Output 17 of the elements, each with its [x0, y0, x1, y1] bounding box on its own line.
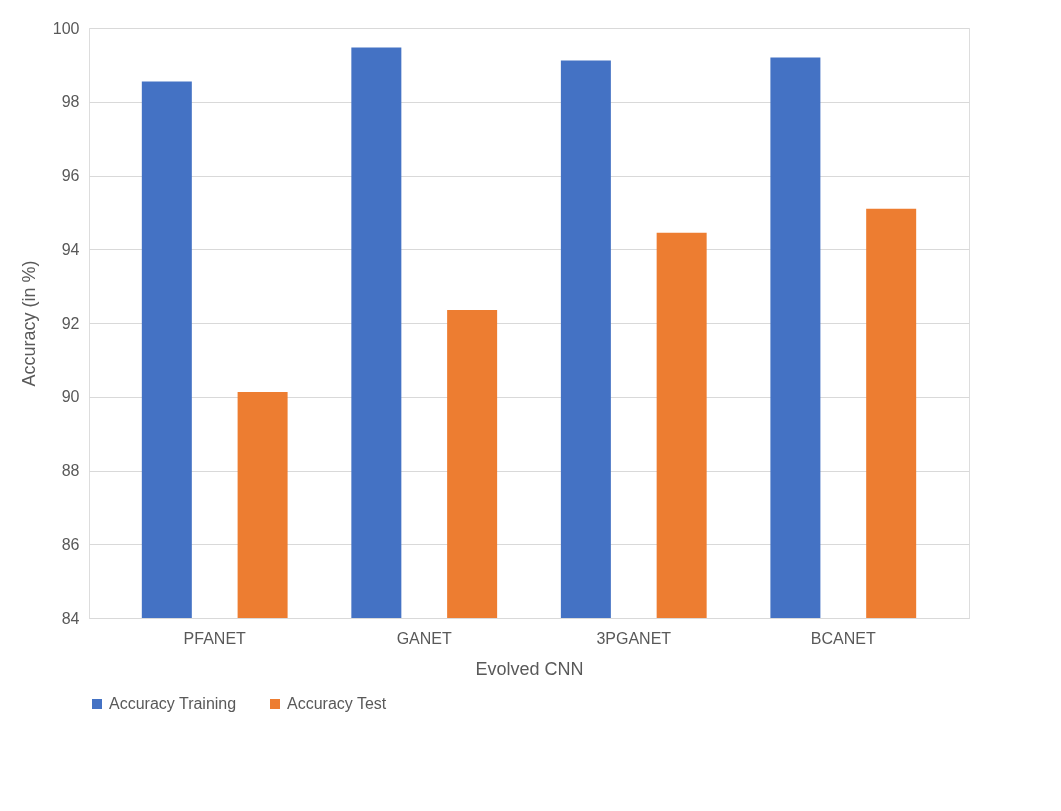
x-tick-label: 3PGANET [596, 629, 672, 647]
x-axis-title: Evolved CNN [475, 658, 584, 679]
y-tick-label: 100 [52, 19, 80, 37]
x-tick-label: GANET [396, 629, 453, 647]
y-tick-label: 98 [61, 93, 80, 111]
y-tick-label: 84 [61, 609, 80, 627]
x-tick-label: BCANET [810, 629, 876, 647]
x-tick-label: PFANET [183, 629, 247, 647]
y-tick-label: 94 [61, 240, 80, 258]
legend-label: Accuracy Training [109, 695, 237, 712]
y-tick-label: 90 [61, 388, 80, 406]
legend-label: Accuracy Test [287, 695, 387, 712]
y-tick-label: 86 [61, 535, 80, 553]
y-tick-label: 96 [61, 167, 80, 184]
y-axis-title: Accuracy (in %) [18, 260, 39, 387]
y-tick-label: 92 [61, 314, 80, 332]
y-tick-label: 88 [61, 462, 80, 479]
